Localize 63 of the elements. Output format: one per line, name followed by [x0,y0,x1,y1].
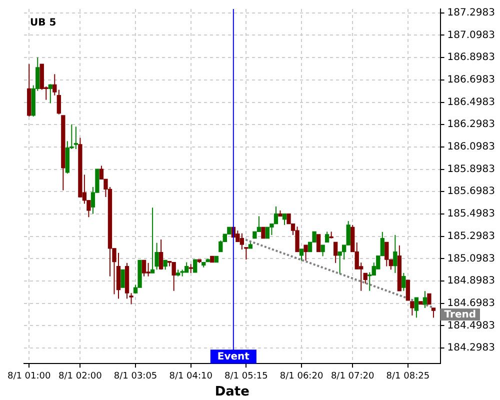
text: UB 5 [30,18,56,29]
candlestick [150,207,155,274]
ref-line-label: Event [217,352,250,363]
candlestick [120,269,125,288]
candlestick [265,226,270,239]
candlestick [422,290,428,308]
x-tick-label: 8/1 05:15 [224,371,268,382]
x-tick-label: 8/1 01:00 [7,371,52,382]
y-tick-label: 185.0983 [447,253,496,264]
candlestick [52,74,57,96]
candlestick [427,293,432,305]
x-tick-label: 8/1 08:25 [386,371,430,382]
candlestick [304,244,308,262]
candlestick [163,260,168,270]
candlestick [48,84,52,104]
x-tick-label: 8/1 03:05 [114,371,158,382]
y-tick-label: 186.2983 [447,119,496,130]
y-tick-label: 187.0983 [447,30,496,41]
candlestick [393,234,398,274]
y-tick-label: 186.0983 [447,142,496,153]
candlestick [146,262,150,277]
candlestick [316,234,321,252]
x-tick-label: 8/1 06:20 [280,371,324,382]
y-tick-label: 186.6983 [447,74,496,86]
y-tick-label: 184.4983 [447,320,496,332]
candlestick [299,248,304,262]
candlestick [282,213,287,226]
x-axis-title: Date [214,384,250,400]
candlestick [410,300,414,316]
candlestick [320,244,325,257]
candlestick [431,307,436,318]
series-label: Trend [444,310,476,321]
candlestick [158,238,164,270]
candlestick [324,231,330,243]
candlestick [240,232,244,250]
x-tick-label: 8/1 04:10 [169,371,213,382]
y-tick-label: 186.8983 [447,52,496,64]
candlestick [142,260,146,277]
y-tick-label: 187.2983 [447,7,496,18]
candlestick [333,242,338,264]
x-tick-label: 8/1 07:20 [330,371,375,382]
candlestick [363,272,368,284]
y-tick-label: 185.2983 [447,230,496,242]
candlestick [384,242,389,267]
x-tick-label: 8/1 02:00 [58,371,102,382]
y-tick-label: 185.8983 [447,164,496,175]
y-tick-label: 185.4983 [447,208,496,220]
candlestick [261,226,266,239]
candlestick [402,272,406,292]
y-tick-label: 184.6983 [447,298,496,309]
candlestick [172,262,176,292]
candlestick [295,226,300,252]
y-tick-label: 186.4983 [447,96,496,108]
y-tick-label: 184.2983 [447,342,496,354]
candlestick [274,206,278,224]
candlestick [74,126,78,150]
candlestick [184,262,189,273]
candlestick [406,280,410,301]
candlestick [193,259,198,273]
candlestick [414,297,419,318]
y-tick-label: 184.8983 [447,276,496,287]
y-tick-label: 185.6983 [447,186,496,198]
candlestick [56,89,61,115]
